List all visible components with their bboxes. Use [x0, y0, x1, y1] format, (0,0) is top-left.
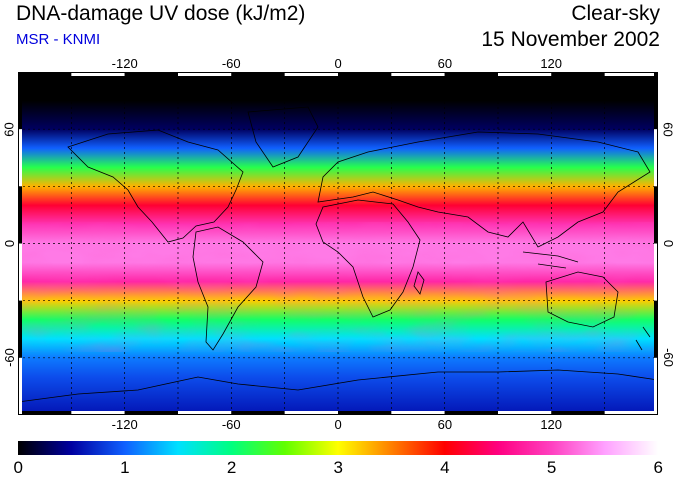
- lon-tick-label-top: -120: [111, 56, 138, 71]
- frame-segment: [18, 72, 72, 76]
- coast-greenland: [247, 106, 319, 168]
- frame-segment: [654, 243, 658, 301]
- coast-antarctica: [18, 369, 658, 403]
- colorbar-tick-label: 2: [226, 458, 237, 477]
- frame-segment: [18, 357, 22, 415]
- lat-tick-label-right: 60: [660, 121, 676, 137]
- frame-segment: [18, 243, 22, 301]
- coast-north-america: [67, 129, 244, 243]
- coast-africa: [315, 199, 421, 318]
- coast-new-zealand: [635, 326, 651, 351]
- frame-segment: [18, 300, 22, 358]
- lon-tick-label-bottom: 0: [334, 417, 342, 432]
- lon-tick-label-bottom: 60: [437, 417, 453, 432]
- frame-segment: [231, 72, 285, 76]
- sky-condition-label: Clear-sky: [571, 2, 660, 25]
- frame-segment: [444, 411, 498, 415]
- frame-segment: [551, 411, 605, 415]
- frame-segment: [604, 411, 658, 415]
- coast-australia: [545, 271, 619, 328]
- coastlines: [18, 106, 658, 403]
- lon-tick-label-bottom: -120: [111, 417, 138, 432]
- colorbar-tick-label: 1: [120, 458, 130, 477]
- colorbar-ramp: [18, 441, 658, 455]
- lat-tick-label-left: 0: [1, 239, 17, 248]
- frame-segment: [71, 72, 125, 76]
- lon-tick-label-top: 0: [334, 56, 342, 71]
- frame-segment: [124, 72, 178, 76]
- uv-dose-map: [18, 72, 658, 415]
- map-border: [18, 72, 658, 415]
- frame-segment: [178, 411, 232, 415]
- frame-segment: [391, 72, 445, 76]
- coast-madagascar: [413, 271, 425, 295]
- frame-segment: [604, 72, 658, 76]
- frame-segment: [18, 186, 22, 244]
- lon-tick-label-top: 60: [437, 56, 453, 71]
- map-title: DNA-damage UV dose (kJ/m2): [16, 2, 306, 25]
- frame-segment: [124, 411, 178, 415]
- lon-tick-label-bottom: -60: [221, 417, 241, 432]
- lon-tick-label-bottom: 120: [540, 417, 563, 432]
- graticule: [18, 72, 658, 415]
- coast-indonesia: [522, 251, 579, 269]
- frame-segment: [654, 186, 658, 244]
- frame-segment: [284, 72, 338, 76]
- colorbar-tick-label: 6: [653, 458, 663, 477]
- colorbar-tick-label: 5: [546, 458, 557, 477]
- frame-segment: [498, 72, 552, 76]
- frame-segment: [18, 72, 22, 130]
- lat-tick-label-left: 60: [1, 121, 17, 137]
- lat-tick-label-right: -60: [660, 348, 676, 368]
- source-label: MSR - KNMI: [16, 31, 101, 48]
- lat-tick-label-right: 0: [660, 239, 676, 248]
- frame-segment: [498, 411, 552, 415]
- frame-segment: [338, 411, 392, 415]
- colorbar-tick-label: 4: [440, 458, 450, 477]
- colorbar-tick-label: 3: [333, 458, 343, 477]
- frame-segment: [654, 72, 658, 130]
- frame-segment: [231, 411, 285, 415]
- coast-eurasia: [317, 131, 651, 248]
- colorbar-tick-label: 0: [13, 458, 23, 477]
- frame-segment: [391, 411, 445, 415]
- frame-segment: [338, 72, 392, 76]
- frame-segment: [444, 72, 498, 76]
- frame-segment: [654, 357, 658, 415]
- frame-segment: [178, 72, 232, 76]
- frame-segment: [551, 72, 605, 76]
- lon-tick-label-top: 120: [540, 56, 563, 71]
- date-label: 15 November 2002: [481, 28, 660, 51]
- frame-segment: [71, 411, 125, 415]
- map-frame: [18, 72, 658, 415]
- coast-south-america: [192, 226, 264, 351]
- frame-segment: [18, 411, 72, 415]
- frame-segment: [654, 300, 658, 358]
- lat-tick-label-left: -60: [1, 348, 17, 368]
- frame-segment: [18, 129, 22, 187]
- frame-segment: [654, 129, 658, 187]
- lon-tick-label-top: -60: [221, 56, 241, 71]
- colorbar: [18, 441, 658, 455]
- frame-segment: [284, 411, 338, 415]
